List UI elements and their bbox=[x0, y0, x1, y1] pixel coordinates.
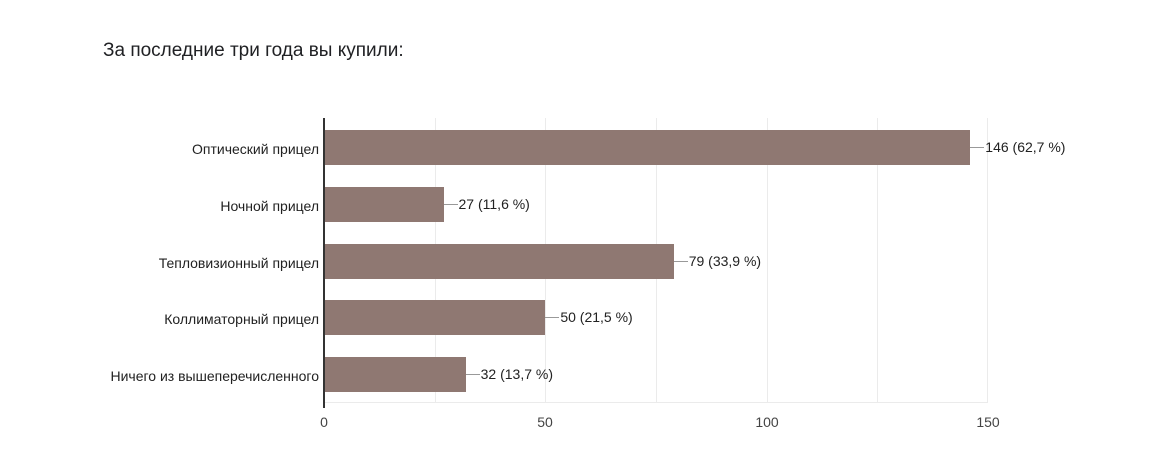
gridline-125 bbox=[877, 118, 879, 402]
plot-area: 146 (62,7 %) 27 (11,6 %) 79 (33,9 %) 50 … bbox=[324, 118, 1065, 403]
value-label: 79 (33,9 %) bbox=[688, 253, 762, 269]
bar[interactable] bbox=[324, 357, 466, 392]
x-tick-label: 150 bbox=[976, 414, 1000, 430]
category-label: Тепловизионный прицел bbox=[158, 255, 319, 271]
leader-line bbox=[970, 147, 985, 148]
value-label: 32 (13,7 %) bbox=[480, 366, 554, 382]
category-label: Ночной прицел bbox=[220, 198, 319, 214]
category-label: Коллиматорный прицел bbox=[164, 311, 319, 327]
category-label: Оптический прицел bbox=[192, 141, 319, 157]
y-axis-line bbox=[323, 118, 325, 408]
bar[interactable] bbox=[324, 187, 444, 222]
value-label: 50 (21,5 %) bbox=[560, 309, 633, 325]
leader-line bbox=[673, 261, 688, 262]
chart-title: За последние три года вы купили: bbox=[103, 40, 404, 61]
leader-line bbox=[545, 317, 560, 318]
bar[interactable] bbox=[324, 300, 546, 335]
leader-line bbox=[465, 374, 480, 375]
value-label: 146 (62,7 %) bbox=[985, 139, 1066, 155]
x-tick-label: 0 bbox=[320, 414, 328, 430]
leader-line bbox=[443, 204, 458, 205]
category-label: Ничего из вышеперечисленного bbox=[110, 368, 319, 384]
gridline-100 bbox=[766, 118, 768, 402]
x-tick-label: 100 bbox=[755, 414, 779, 430]
value-label: 27 (11,6 %) bbox=[458, 196, 530, 212]
bar[interactable] bbox=[324, 130, 971, 165]
bar[interactable] bbox=[324, 244, 674, 279]
x-tick-label: 50 bbox=[537, 414, 553, 430]
